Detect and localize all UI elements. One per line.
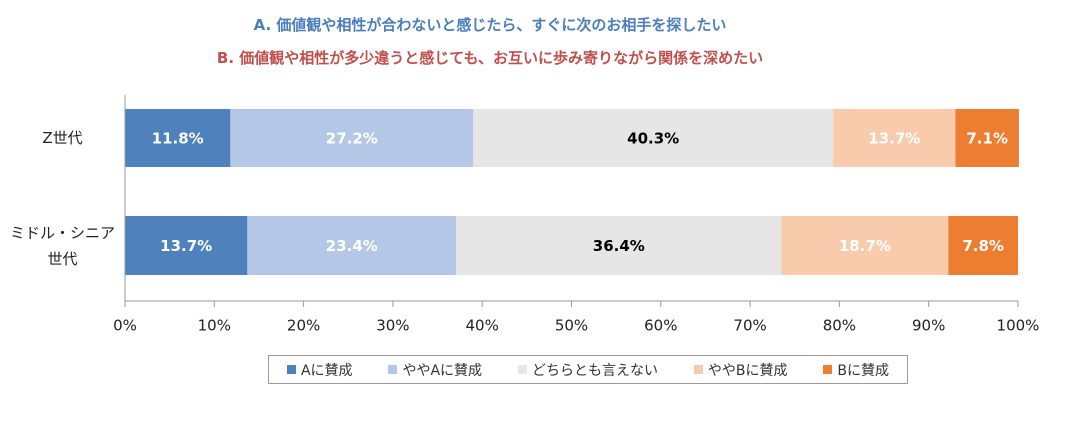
bar-segment (781, 216, 949, 275)
bar-segment (456, 216, 782, 275)
x-tick-label: 0% (113, 317, 137, 335)
value-label: 40.3% (627, 130, 679, 148)
x-tick-label: 100% (997, 317, 1040, 335)
value-label: 11.8% (152, 130, 204, 148)
legend: Aに賛成 ややAに賛成 どちらとも言えない ややBに賛成 Bに賛成 (268, 355, 908, 384)
legend-item: Aに賛成 (286, 360, 353, 380)
legend-item: ややAに賛成 (388, 360, 482, 380)
x-tick-label: 60% (644, 317, 677, 335)
legend-item: どちらとも言えない (517, 360, 658, 380)
value-label: 23.4% (326, 237, 378, 255)
value-label: 36.4% (593, 237, 645, 255)
x-tick-label: 50% (555, 317, 588, 335)
value-label: 18.7% (839, 237, 891, 255)
bar-segment (833, 109, 956, 167)
value-label: 13.7% (160, 237, 212, 255)
x-tick-label: 70% (733, 317, 766, 335)
legend-label: Bに賛成 (837, 362, 890, 379)
x-tick-label: 10% (198, 317, 231, 335)
legend-swatch (823, 365, 833, 374)
legend-swatch (517, 365, 527, 374)
bar-segment (125, 216, 248, 275)
legend-label: Aに賛成 (300, 362, 353, 379)
bar-segment (125, 109, 231, 167)
bar-segment (473, 109, 834, 167)
legend-label: ややAに賛成 (402, 362, 483, 379)
chart-subtitle: B. 価値観や相性が多少違うと感じても、お互いに歩み寄りながら関係を深めたい (216, 49, 764, 67)
x-tick-label: 30% (376, 317, 409, 335)
chart-title: A. 価値観や相性が合わないと感じたら、すぐに次のお相手を探したい (253, 16, 727, 34)
legend-swatch (388, 365, 398, 374)
x-tick-label: 20% (287, 317, 320, 335)
category-label: Z世代 (42, 129, 83, 147)
legend-item: ややBに賛成 (693, 360, 788, 380)
bar-segment (955, 109, 1019, 167)
legend-label: どちらとも言えない (531, 362, 658, 379)
bar-segment (948, 216, 1018, 275)
legend-item: Bに賛成 (823, 360, 889, 380)
value-label: 7.1% (966, 130, 1008, 148)
value-label: 13.7% (868, 130, 920, 148)
category-label: ミドル・シニア世代 (10, 223, 116, 268)
value-label: 27.2% (326, 130, 378, 148)
legend-swatch (286, 365, 296, 374)
x-tick-label: 40% (466, 317, 499, 335)
value-label: 7.8% (962, 237, 1004, 255)
x-tick-label: 90% (912, 317, 945, 335)
bar-segment (230, 109, 474, 167)
bar-segment (247, 216, 457, 275)
x-tick-label: 80% (823, 317, 856, 335)
legend-swatch (693, 365, 703, 374)
legend-label: ややBに賛成 (707, 362, 788, 379)
